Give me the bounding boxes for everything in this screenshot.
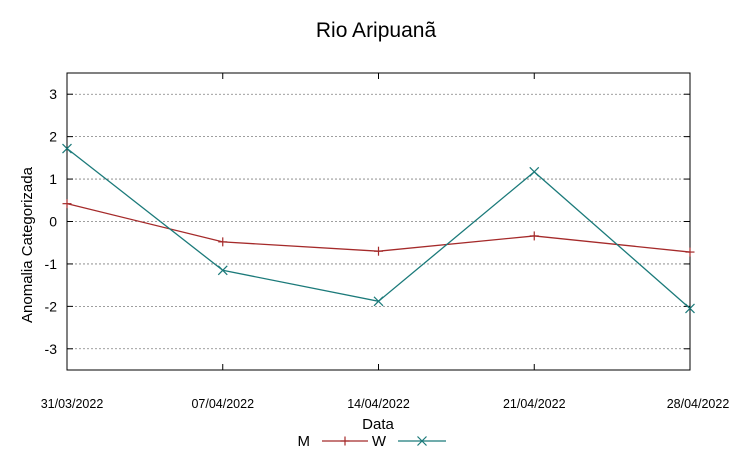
series-layer: [62, 143, 695, 314]
legend-label: W: [372, 433, 387, 450]
data-point-W: [529, 166, 540, 177]
data-point-M: [529, 231, 539, 241]
data-point-M: [62, 199, 72, 209]
y-tick-label: -3: [45, 341, 58, 357]
data-point-M: [685, 247, 695, 257]
data-point-W: [685, 303, 695, 314]
x-tick-label: 14/04/2022: [347, 397, 410, 411]
legend-label: M: [298, 433, 311, 450]
x-tick-label: 28/04/2022: [667, 397, 730, 411]
series-line-M: [66, 203, 691, 253]
series-line-W: [66, 148, 691, 309]
data-point-M: [374, 246, 383, 256]
y-tick-label: 3: [49, 86, 57, 102]
y-tick-label: -2: [45, 298, 58, 314]
y-axis-label: Anomalia Categorizada: [19, 166, 36, 323]
x-tick-label: 07/04/2022: [191, 397, 254, 411]
x-axis-ticks: 31/03/2022 07/04/2022 14/04/2022 21/04/2022…: [41, 73, 730, 411]
chart-title: Rio Aripuanã: [316, 19, 437, 42]
y-tick-label: 2: [49, 129, 57, 145]
x-tick-label: 31/03/2022: [41, 397, 104, 411]
x-axis-label: Data: [362, 416, 394, 433]
x-tick-label: 21/04/2022: [503, 397, 566, 411]
data-point-M: [218, 237, 228, 247]
y-tick-label: 1: [49, 171, 57, 187]
y-tick-label: 0: [49, 214, 57, 230]
data-point-W: [217, 265, 228, 276]
legend-marker: [417, 436, 427, 446]
legend-marker: [340, 436, 350, 446]
data-point-W: [373, 296, 384, 307]
data-point-W: [62, 143, 72, 154]
y-axis-ticks: 3 2 1 0 -1 -2 -3: [45, 86, 690, 357]
y-tick-label: -1: [45, 256, 58, 272]
